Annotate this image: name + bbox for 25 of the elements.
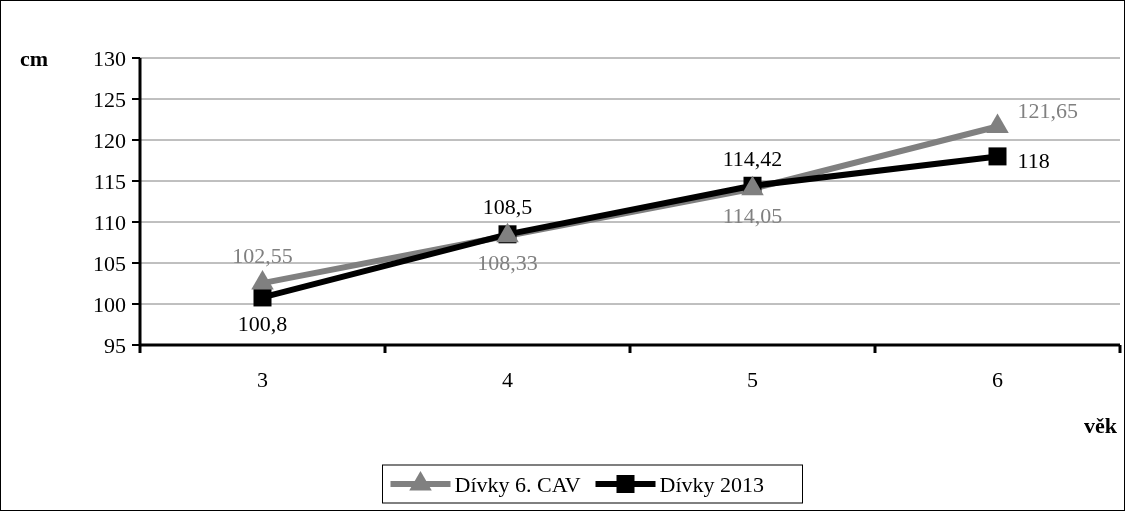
data-label: 108,5 [482, 194, 533, 220]
data-label: 118 [1017, 148, 1050, 174]
y-tick-label: 125 [93, 86, 126, 112]
y-tick-label: 130 [93, 45, 126, 71]
data-label: 100,8 [237, 311, 288, 337]
y-tick-label: 100 [93, 291, 126, 317]
data-label: 114,42 [722, 145, 783, 171]
x-tick-label: 3 [257, 367, 268, 392]
y-tick-label: 110 [93, 209, 126, 235]
x-tick-label: 5 [747, 367, 758, 392]
y-axis-title: cm [20, 45, 49, 71]
data-label: 114,05 [722, 202, 783, 228]
legend-label: Dívky 2013 [659, 471, 764, 497]
y-tick-label: 95 [104, 332, 126, 358]
y-tick-label: 105 [93, 250, 126, 276]
data-label: 108,33 [477, 249, 538, 275]
data-label: 102,55 [232, 243, 293, 269]
x-tick-label: 6 [992, 367, 1003, 392]
x-tick-label: 4 [502, 367, 513, 392]
y-tick-label: 115 [93, 168, 126, 194]
y-tick-label: 120 [93, 127, 126, 153]
point [986, 113, 1009, 133]
legend-label: Dívky 6. CAV [454, 471, 581, 497]
data-label: 121,65 [1017, 98, 1078, 124]
x-axis-title: věk [1084, 413, 1118, 438]
